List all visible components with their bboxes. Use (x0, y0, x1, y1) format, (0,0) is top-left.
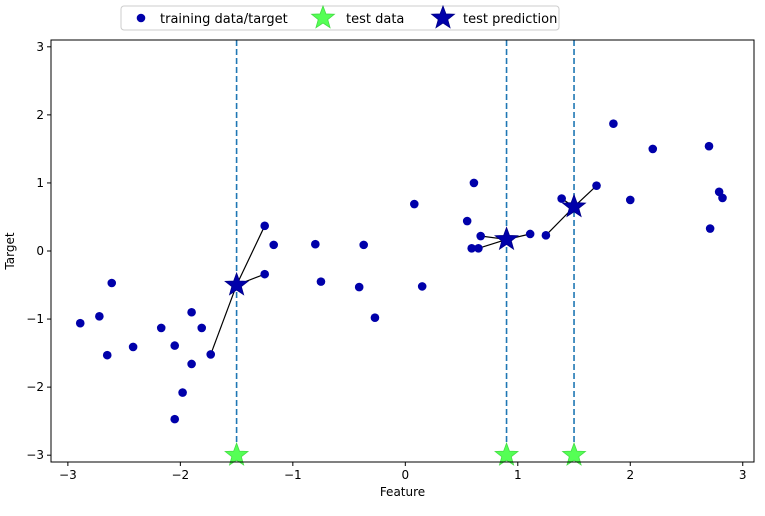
training-point (525, 229, 535, 239)
training-point (462, 216, 472, 226)
training-point (557, 194, 566, 203)
training-point (705, 224, 715, 233)
training-point (170, 341, 180, 350)
x-axis-ticks: −3 −2 −1 0 1 2 3 (59, 462, 747, 482)
test-prediction-star (224, 271, 250, 296)
training-point (541, 231, 551, 240)
x-tick-label: 0 (401, 468, 409, 482)
training-point (370, 313, 380, 323)
legend-marker-test-data (310, 4, 336, 29)
test-prediction-points (224, 193, 587, 296)
test-vertical-lines (235, 40, 575, 462)
training-point (467, 243, 476, 253)
training-point (476, 231, 485, 241)
neighbor-line (210, 284, 238, 355)
training-point (170, 414, 180, 424)
training-point (417, 282, 427, 291)
training-point (260, 221, 270, 231)
test-data-star (494, 442, 520, 466)
training-point (354, 282, 364, 292)
training-point (107, 278, 117, 288)
training-point (197, 323, 207, 333)
y-tick-label: 1 (36, 176, 44, 190)
training-point (648, 144, 658, 154)
training-point (102, 350, 112, 360)
training-point (625, 195, 635, 205)
neighbor-line (236, 225, 266, 286)
test-data-star (224, 442, 250, 466)
training-point (316, 277, 326, 286)
plot-frame (50, 39, 755, 463)
training-point (156, 323, 166, 333)
training-point (178, 388, 187, 397)
training-point (410, 199, 419, 209)
legend-label: test prediction (463, 12, 557, 27)
test-data-star (561, 442, 587, 466)
training-point (592, 181, 601, 190)
training-point (359, 240, 368, 250)
legend-marker-training (136, 13, 146, 23)
y-tick-label: 3 (36, 40, 44, 54)
y-tick-label: −2 (26, 380, 44, 394)
training-point (609, 119, 618, 129)
x-tick-label: −2 (172, 468, 190, 482)
legend-label: test data (346, 12, 404, 27)
training-points (75, 119, 727, 424)
x-tick-label: 2 (626, 468, 634, 482)
x-tick-label: 1 (514, 468, 522, 482)
training-point (95, 312, 104, 321)
training-point (128, 342, 138, 352)
training-point (187, 307, 196, 317)
legend-marker-prediction (430, 4, 456, 29)
neighbor-connectors (210, 185, 597, 355)
x-tick-label: 3 (739, 468, 747, 482)
training-point (260, 269, 270, 279)
y-tick-label: −3 (26, 448, 44, 462)
y-axis-ticks: −3 −2 −1 0 1 2 3 (26, 40, 51, 462)
legend-box (120, 5, 560, 31)
x-tick-label: −3 (59, 468, 77, 482)
training-point (269, 240, 279, 250)
training-point (206, 350, 216, 359)
training-point (469, 178, 479, 188)
training-point (718, 193, 727, 203)
training-point (474, 243, 483, 253)
training-point (187, 359, 196, 369)
x-axis-label: Feature (380, 485, 425, 499)
training-point (704, 141, 714, 151)
y-tick-label: 0 (36, 244, 44, 258)
legend-label: training data/target (160, 12, 288, 27)
y-tick-label: 2 (36, 108, 44, 122)
legend: training data/target test data test predic… (120, 4, 560, 31)
test-prediction-star (494, 226, 520, 251)
test-data-points (224, 442, 587, 466)
test-prediction-star (561, 193, 587, 218)
training-point (75, 318, 85, 328)
x-tick-label: −1 (284, 468, 302, 482)
y-tick-label: −1 (26, 312, 44, 326)
y-axis-label: Target (3, 232, 17, 270)
training-point (311, 239, 320, 249)
